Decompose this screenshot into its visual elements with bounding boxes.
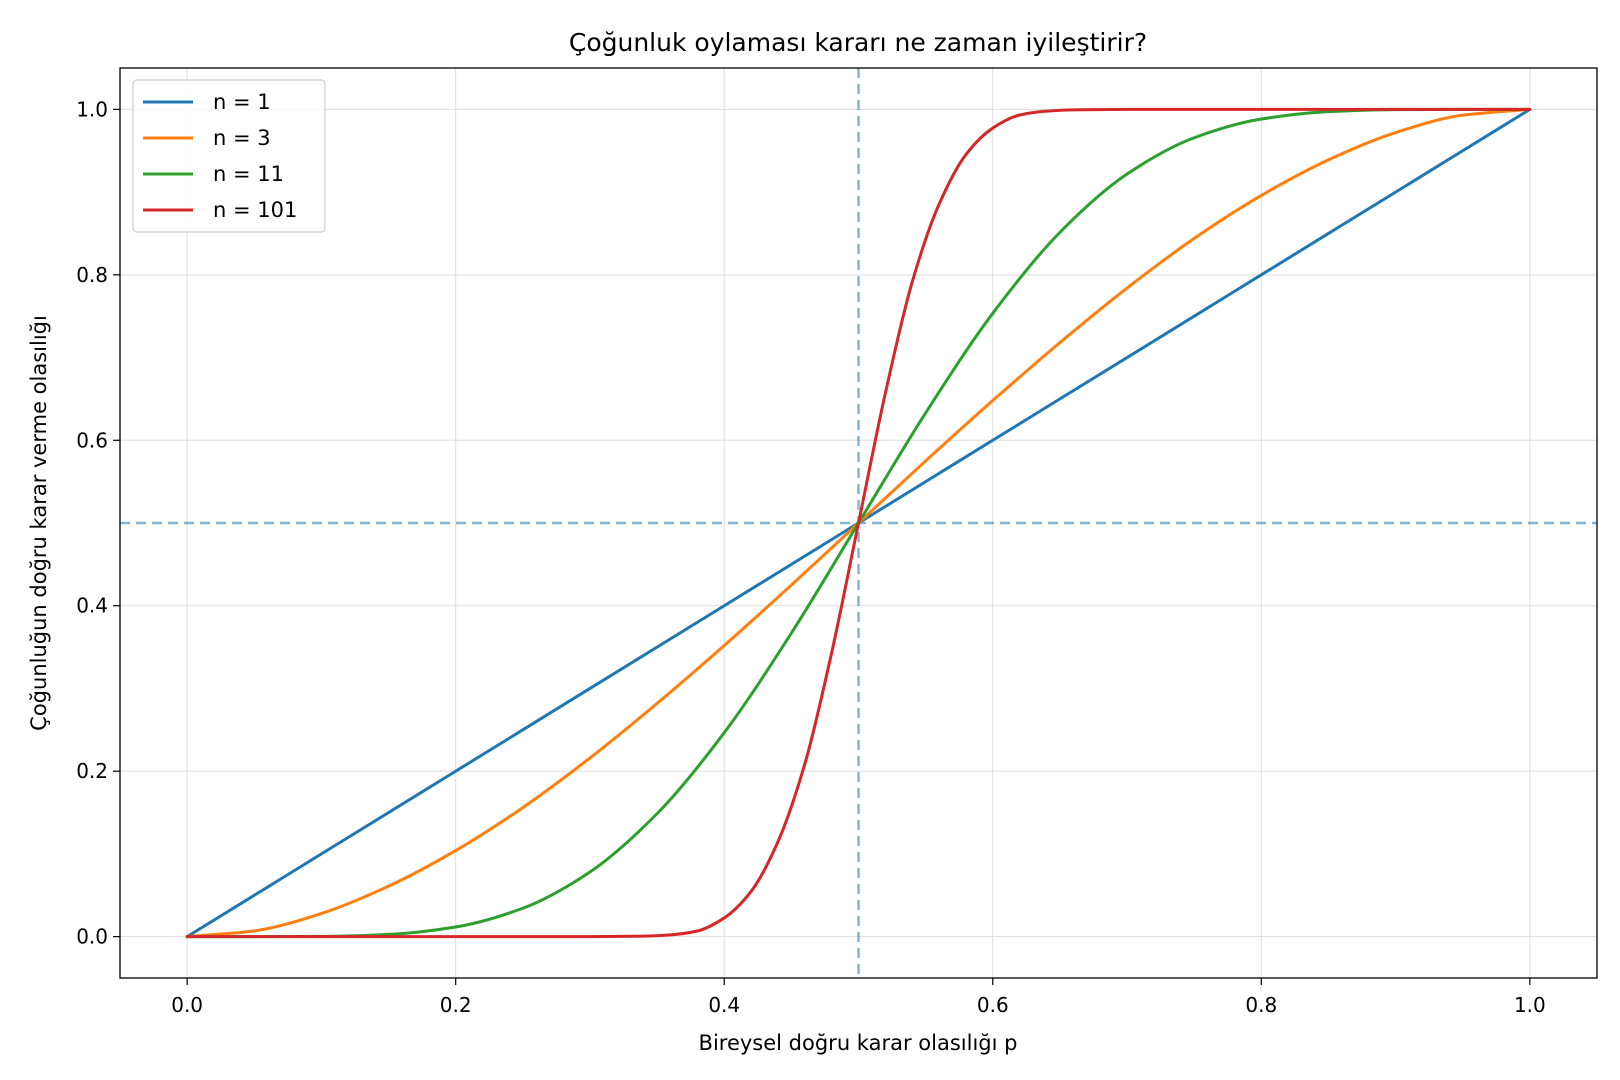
- y-tick-label: 1.0: [76, 97, 108, 121]
- x-axis-label: Bireysel doğru karar olasılığı p: [699, 1031, 1018, 1055]
- y-axis-ticks: 0.0 0.2 0.4 0.6 0.8 1.0: [76, 97, 120, 949]
- series-line-4: [185, 107, 1532, 939]
- legend: n = 1 n = 3 n = 11 n = 101: [132, 79, 326, 233]
- x-tick-label: 0.2: [440, 993, 472, 1017]
- y-tick-label: 0.4: [76, 594, 108, 618]
- y-tick-label: 0.8: [76, 263, 108, 287]
- series-lines: [185, 107, 1532, 939]
- y-tick-label: 0.6: [76, 428, 108, 452]
- legend-label-2: n = 3: [213, 126, 271, 150]
- x-axis-ticks: 0.0 0.2 0.4 0.6 0.8 1.0: [171, 978, 1546, 1017]
- x-tick-label: 0.4: [708, 993, 740, 1017]
- legend-label-1: n = 1: [213, 90, 271, 114]
- x-tick-label: 0.8: [1245, 993, 1277, 1017]
- y-axis-label: Çoğunluğun doğru karar verme olasılığı: [27, 315, 51, 731]
- y-tick-label: 0.2: [76, 759, 108, 783]
- chart-title: Çoğunluk oylaması kararı ne zaman iyileş…: [569, 28, 1147, 57]
- x-tick-label: 1.0: [1514, 993, 1546, 1017]
- x-tick-label: 0.6: [977, 993, 1009, 1017]
- legend-label-3: n = 11: [213, 162, 284, 186]
- x-tick-label: 0.0: [171, 993, 203, 1017]
- plot-frame: [119, 67, 1598, 979]
- legend-label-4: n = 101: [213, 198, 297, 222]
- legend-box: [132, 79, 326, 233]
- y-tick-label: 0.0: [76, 925, 108, 949]
